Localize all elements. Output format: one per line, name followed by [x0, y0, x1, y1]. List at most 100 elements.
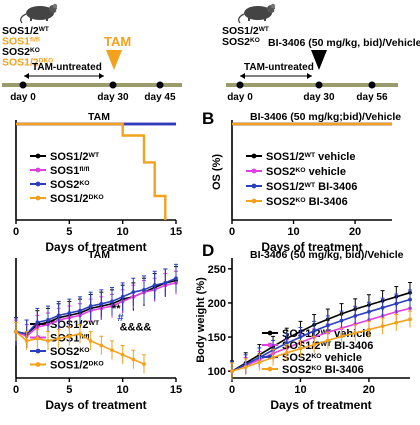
- series-line: [231, 318, 411, 372]
- data-point: [339, 334, 344, 339]
- timeline-right-treatment-label: BI-3406 (50 mg/kg, bid)/Vehicle: [268, 37, 420, 49]
- legend-marker: [251, 183, 257, 189]
- x-tick-label: 15: [170, 384, 182, 396]
- data-point: [78, 308, 82, 313]
- chart-a-survival-tam: 0 5 10 15 TAM Days of treatment SOS1/2WT SOS1fl…: [13, 111, 182, 254]
- series-3: [16, 122, 167, 220]
- timeline-left-untreated-label: TAM-untreated: [32, 62, 102, 73]
- x-axis-label: Days of treatment: [45, 398, 146, 412]
- data-point: [353, 314, 358, 318]
- data-point: [230, 369, 234, 374]
- data-point: [152, 283, 157, 288]
- timeline-left-group-2: SOS2KO: [2, 46, 40, 58]
- data-point: [35, 320, 40, 325]
- timeline-left-treatment-label: TAM: [104, 34, 131, 49]
- series-line: [15, 277, 177, 335]
- chart-title: BI-3406 (50 mg/kg, bid)/Vehicle: [250, 249, 404, 261]
- data-point: [131, 290, 136, 295]
- mouse-icon: [20, 3, 58, 24]
- series-line: [15, 282, 177, 338]
- timeline-left-tick-0: day 0: [10, 92, 36, 103]
- data-point: [46, 318, 50, 322]
- data-point: [120, 352, 125, 357]
- x-tick-label: 15: [170, 226, 182, 238]
- data-point: [394, 320, 399, 325]
- legend-entry: SOS1/2WT vehicle: [282, 328, 371, 340]
- significance-annotation: &&&&: [120, 321, 152, 333]
- chart-title: TAM: [88, 249, 110, 261]
- legend-marker: [251, 168, 257, 174]
- legend-entry: SOS1/2DKO: [50, 360, 104, 372]
- series-3: [14, 321, 146, 374]
- data-point: [257, 360, 262, 365]
- legend-entry: SOS2KO vehicle: [266, 166, 346, 178]
- significance-annotation: **: [112, 303, 121, 315]
- legend-marker: [35, 167, 41, 173]
- data-point: [353, 331, 358, 335]
- y-axis-label: OS (%): [211, 154, 223, 190]
- data-point: [142, 362, 146, 366]
- data-point: [380, 305, 385, 310]
- timeline-left-group-1: SOS1fl/fl: [2, 36, 40, 48]
- legend-entry: SOS1/2WT: [50, 151, 100, 163]
- series-2: [230, 289, 412, 381]
- timeline-left-group-3: SOS1/2DKO: [2, 57, 53, 69]
- data-point: [312, 342, 317, 347]
- x-tick-label: 0: [229, 384, 235, 396]
- x-tick-label: 5: [66, 226, 72, 238]
- data-point: [312, 329, 317, 333]
- legend-marker: [267, 330, 273, 336]
- data-point: [174, 276, 178, 281]
- legend-marker: [35, 195, 41, 201]
- y-tick-label: 150: [208, 332, 226, 344]
- x-tick-label: 10: [117, 226, 129, 238]
- data-point: [243, 365, 248, 369]
- legend-marker: [35, 153, 41, 159]
- data-point: [325, 323, 330, 328]
- timeline-right-bar: [226, 83, 398, 87]
- legend-entry: SOS1fl/fl: [50, 165, 90, 177]
- data-point: [367, 309, 371, 314]
- timeline-right-group-0: SOS1/2WT: [222, 25, 269, 37]
- x-tick-label: 10: [287, 226, 299, 238]
- x-tick-label: 0: [13, 384, 19, 396]
- data-point: [271, 355, 275, 360]
- timeline-right-tick-2: day 56: [356, 92, 388, 103]
- panel-letter-b: B: [202, 109, 214, 128]
- y-tick-label: 100: [208, 366, 226, 378]
- data-point: [408, 297, 412, 302]
- data-point: [14, 329, 18, 334]
- legend-entry: SOS2KO: [50, 346, 90, 358]
- x-tick-label: 10: [294, 384, 306, 396]
- data-point: [88, 338, 93, 343]
- data-point: [99, 301, 104, 306]
- timeline-right-untreated-label: TAM-untreated: [244, 62, 314, 73]
- legend-entry: SOS2KO BI-3406: [266, 196, 348, 208]
- x-axis-label: Days of treatment: [270, 398, 371, 412]
- data-point: [110, 348, 114, 353]
- data-point: [339, 318, 344, 323]
- timeline-right-group-1: SOS2KO: [222, 36, 260, 48]
- data-point: [120, 294, 125, 299]
- legend-entry: SOS2KO vehicle: [282, 352, 362, 364]
- series-line: [231, 291, 411, 372]
- data-point: [35, 336, 40, 341]
- legend-marker: [35, 362, 41, 367]
- x-tick-label: 10: [117, 384, 129, 396]
- data-point: [56, 313, 61, 318]
- x-tick-label: 5: [66, 384, 72, 396]
- legend-marker: [35, 181, 41, 187]
- data-point: [298, 335, 303, 339]
- timeline-right-tick-1: day 30: [303, 92, 335, 103]
- chart-title: TAM: [88, 111, 110, 123]
- data-point: [46, 338, 50, 343]
- data-point: [394, 301, 399, 306]
- chart-b-survival-bi3406: 0 10 20 BI-3406 (50 mg/kg;bid)/Vehicle Days …: [211, 111, 401, 254]
- y-axis-label: Body weight (%): [195, 277, 207, 363]
- data-point: [298, 346, 303, 351]
- significance-annotation: #: [117, 312, 123, 324]
- legend-marker: [35, 348, 41, 354]
- y-tick-label: 200: [208, 298, 226, 310]
